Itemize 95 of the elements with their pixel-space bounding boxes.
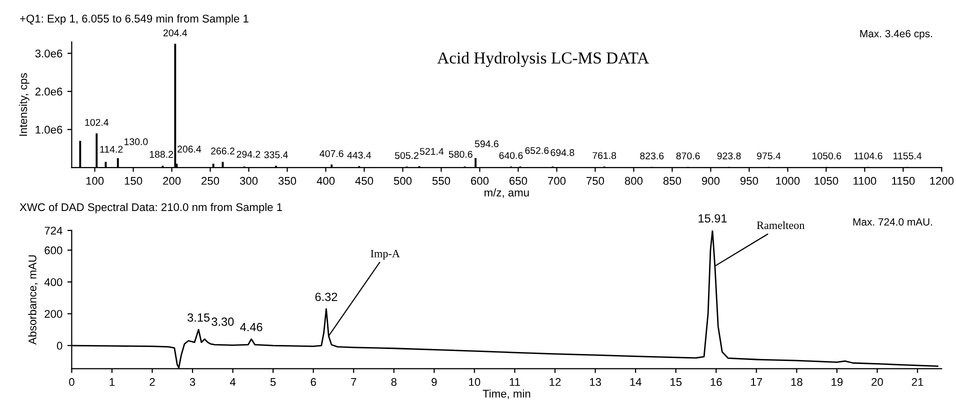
x-tick-label: 200 xyxy=(163,176,181,185)
x-tick-label: 650 xyxy=(510,176,528,185)
text: Max. 3.4e6 cps. xyxy=(860,30,932,40)
annotation: 1104.6 xyxy=(854,152,882,160)
annotation: 15.91 xyxy=(698,214,727,223)
x-tick-label: 3 xyxy=(190,378,196,386)
y-axis-title: Intensity, cps xyxy=(18,73,30,136)
x-tick-label: 2 xyxy=(150,378,155,386)
x-tick-label: 400 xyxy=(316,176,335,185)
x-tick-label: 700 xyxy=(548,176,566,185)
annotation: 521.4 xyxy=(420,148,444,155)
y-tick-label: 3.0e6 xyxy=(35,50,62,58)
x-tick-label: 21 xyxy=(912,378,924,386)
annotation: Imp-A xyxy=(370,250,400,260)
annotation: 102.4 xyxy=(85,118,109,126)
x-tick-label: 6 xyxy=(310,378,316,386)
x-tick-label: 150 xyxy=(124,176,142,185)
x-tick-label: 450 xyxy=(355,176,374,185)
annotation: 1155.4 xyxy=(894,152,922,160)
annotation: 206.4 xyxy=(178,146,202,153)
annotation: 505.2 xyxy=(394,152,418,159)
x-tick-label: 800 xyxy=(624,176,643,185)
text: Max. 724.0 mAU. xyxy=(853,218,932,226)
x-axis-title: m/z, amu xyxy=(484,188,529,198)
annotation: 870.6 xyxy=(676,152,700,160)
x-tick-label: 300 xyxy=(240,176,258,185)
y-tick-label: 200 xyxy=(44,310,62,318)
annotation: 204.4 xyxy=(163,29,188,36)
annotation: Acid Hydrolysis LC-MS DATA xyxy=(437,52,650,68)
annotation: 3.15 xyxy=(188,313,210,322)
annotation: 761.8 xyxy=(592,152,616,159)
x-tick-label: 950 xyxy=(740,176,758,185)
annotation: 652.6 xyxy=(525,147,549,154)
x-tick-label: 12 xyxy=(550,378,561,386)
x-tick-label: 100 xyxy=(86,176,104,185)
annotation: 266.2 xyxy=(211,148,234,154)
x-tick-label: 16 xyxy=(710,378,722,386)
x-tick-label: 1050 xyxy=(814,176,838,185)
x-tick-label: 550 xyxy=(432,176,450,185)
chart-title: XWC of DAD Spectral Data: 210.0 nm from Sample 1 xyxy=(20,202,282,214)
annotation: 3.30 xyxy=(212,317,234,326)
annotation: 6.32 xyxy=(315,292,338,302)
annotation: 188.2 xyxy=(150,150,173,158)
annotation: 130.0 xyxy=(124,138,148,146)
annotation: 294.2 xyxy=(236,150,260,158)
annotation: 580.6 xyxy=(448,150,472,158)
x-tick-label: 350 xyxy=(278,176,296,185)
x-tick-label: 850 xyxy=(663,176,682,185)
x-tick-label: 600 xyxy=(471,176,489,185)
x-tick-label: 1 xyxy=(110,378,115,386)
x-tick-label: 1150 xyxy=(892,176,915,185)
x-tick-label: 900 xyxy=(702,176,720,185)
x-tick-label: 9 xyxy=(432,378,437,386)
annotation: 335.4 xyxy=(264,151,288,158)
annotation: 823.6 xyxy=(640,152,664,160)
annotation: 4.46 xyxy=(240,322,262,332)
x-tick-label: 250 xyxy=(202,176,220,185)
x-tick-label: 19 xyxy=(832,378,843,386)
x-tick-label: 7 xyxy=(351,378,356,386)
x-tick-label: 15 xyxy=(670,378,682,386)
annotation: 640.6 xyxy=(499,152,523,159)
y-tick-label: 600 xyxy=(44,246,62,254)
x-tick-label: 11 xyxy=(510,378,520,386)
x-tick-label: 5 xyxy=(270,378,276,386)
x-tick-label: 10 xyxy=(469,378,480,386)
annotation: 594.6 xyxy=(474,140,498,148)
y-tick-label: 724 xyxy=(44,226,62,234)
y-tick-label: 0 xyxy=(56,342,62,350)
x-axis-title: Time, min xyxy=(482,389,530,399)
annotation: 114.2 xyxy=(100,146,123,153)
x-tick-label: 1100 xyxy=(854,176,876,185)
x-tick-label: 20 xyxy=(872,378,883,386)
x-tick-label: 17 xyxy=(751,378,762,386)
x-tick-label: 1000 xyxy=(776,176,800,185)
y-axis-title: Absorbance, mAU xyxy=(28,255,38,345)
annotation: 1050.6 xyxy=(812,152,842,160)
x-tick-label: 4 xyxy=(230,378,236,386)
x-tick-label: 18 xyxy=(791,378,802,386)
x-tick-label: 1200 xyxy=(930,176,954,185)
chart-title: +Q1: Exp 1, 6.055 to 6.549 min from Sample 1 xyxy=(20,14,248,25)
x-tick-label: 750 xyxy=(586,176,604,185)
x-tick-label: 500 xyxy=(394,176,412,185)
annotation: 407.6 xyxy=(320,150,344,158)
annotation: 443.4 xyxy=(347,152,372,159)
x-tick-label: 0 xyxy=(69,378,74,386)
x-tick-label: 14 xyxy=(630,378,642,386)
y-tick-label: 400 xyxy=(44,278,62,286)
annotation: 975.4 xyxy=(757,152,781,160)
x-tick-label: 13 xyxy=(590,378,601,386)
x-tick-label: 8 xyxy=(391,378,397,386)
y-tick-label: 2.0e6 xyxy=(35,88,62,96)
y-tick-label: 1.0e6 xyxy=(36,126,62,134)
annotation: 923.8 xyxy=(717,152,741,160)
annotation: 694.8 xyxy=(550,149,574,156)
annotation: Ramelteon xyxy=(756,221,805,230)
